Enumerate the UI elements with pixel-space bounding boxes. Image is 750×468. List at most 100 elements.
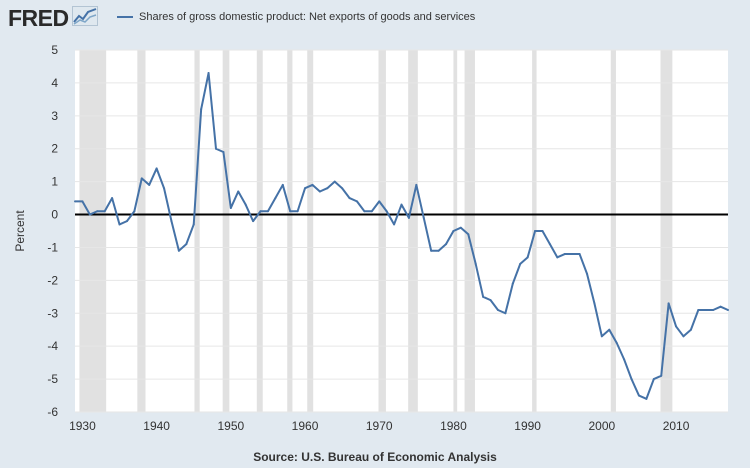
data-point — [727, 308, 729, 311]
recession-band — [307, 50, 314, 412]
y-tick-label: 0 — [51, 208, 58, 222]
data-point — [526, 256, 529, 259]
data-point — [74, 200, 76, 203]
data-point — [185, 243, 188, 246]
data-point — [103, 210, 106, 213]
data-point — [682, 335, 685, 338]
data-point — [214, 147, 217, 150]
x-tick-label: 2010 — [663, 419, 690, 433]
data-point — [504, 312, 507, 315]
data-point — [125, 220, 128, 223]
data-point — [133, 210, 136, 213]
data-point — [88, 213, 91, 216]
y-tick-label: 1 — [51, 175, 58, 189]
data-point — [637, 394, 640, 397]
data-point — [192, 223, 195, 226]
legend-label: Shares of gross domestic product: Net ex… — [139, 11, 476, 23]
data-point — [378, 200, 381, 203]
y-tick-label: -6 — [47, 405, 58, 419]
data-point — [200, 108, 203, 111]
source-caption: Source: U.S. Bureau of Economic Analysis — [253, 450, 497, 464]
y-tick-label: -3 — [47, 306, 58, 320]
data-point — [459, 226, 462, 229]
data-point — [437, 249, 440, 252]
data-point — [667, 302, 670, 305]
data-point — [407, 216, 410, 219]
data-point — [467, 233, 470, 236]
data-point — [519, 262, 522, 265]
data-point — [348, 197, 351, 200]
plot-background — [75, 50, 728, 412]
data-point — [252, 220, 255, 223]
y-axis-label: Percent — [13, 210, 27, 252]
data-point — [155, 167, 158, 170]
data-point — [689, 328, 692, 331]
data-point — [304, 187, 307, 190]
recession-band — [378, 50, 386, 412]
data-point — [586, 272, 589, 275]
recession-band — [464, 50, 475, 412]
data-point — [111, 197, 114, 200]
data-point — [623, 358, 626, 361]
x-tick-label: 1940 — [143, 419, 170, 433]
data-point — [511, 282, 514, 285]
data-point — [177, 249, 180, 252]
data-point — [422, 216, 425, 219]
data-point — [652, 378, 655, 381]
data-point — [712, 308, 715, 311]
data-point — [244, 203, 247, 206]
x-tick-label: 1970 — [366, 419, 393, 433]
recession-band — [408, 50, 418, 412]
data-point — [704, 308, 707, 311]
data-point — [333, 180, 336, 183]
data-point — [96, 210, 99, 213]
data-point — [363, 210, 366, 213]
data-point — [719, 305, 722, 308]
data-point — [385, 210, 388, 213]
data-point — [326, 187, 329, 190]
data-point — [675, 325, 678, 328]
data-point — [289, 210, 292, 213]
x-tick-label: 1980 — [440, 419, 467, 433]
y-tick-label: 2 — [51, 142, 58, 156]
recession-band — [287, 50, 293, 412]
recession-band — [137, 50, 146, 412]
data-point — [474, 262, 477, 265]
data-point — [393, 223, 396, 226]
y-tick-label: 4 — [51, 76, 58, 90]
y-tick-label: -1 — [47, 240, 58, 254]
data-point — [370, 210, 373, 213]
data-point — [259, 210, 262, 213]
data-point — [237, 190, 240, 193]
x-tick-label: 2000 — [589, 419, 616, 433]
data-point — [430, 249, 433, 252]
recession-band — [610, 50, 616, 412]
x-tick-label: 1930 — [69, 419, 96, 433]
x-tick-label: 1950 — [217, 419, 244, 433]
data-point — [630, 378, 633, 381]
fred-logo-text: FRED — [8, 4, 69, 31]
data-point — [445, 243, 448, 246]
data-point — [608, 328, 611, 331]
data-point — [148, 183, 151, 186]
data-point — [548, 243, 551, 246]
data-point — [296, 210, 299, 213]
fred-logo[interactable]: FRED — [8, 4, 98, 31]
data-point — [556, 256, 559, 259]
y-tick-label: 3 — [51, 109, 58, 123]
data-point — [163, 187, 166, 190]
data-point — [600, 335, 603, 338]
y-tick-label: -5 — [47, 372, 58, 386]
data-point — [489, 299, 492, 302]
data-point — [541, 230, 544, 232]
recession-band — [194, 50, 200, 412]
data-point — [140, 177, 143, 180]
y-tick-label: -2 — [47, 273, 58, 287]
data-point — [578, 253, 581, 256]
data-point — [222, 151, 225, 154]
data-point — [341, 187, 344, 190]
recession-band — [222, 50, 230, 412]
data-point — [645, 397, 648, 400]
